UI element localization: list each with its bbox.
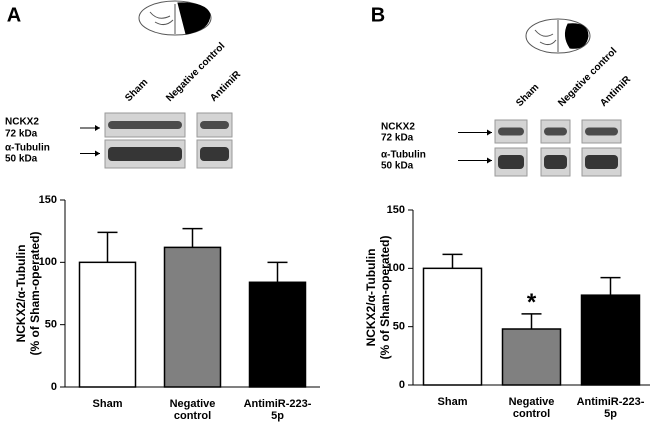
row-label: 72 kDa [5,129,38,140]
lane-label: Sham [123,77,150,104]
x-tick-label: Negative control [169,398,216,422]
y-tick-label: 100 [39,256,57,268]
blot-band [108,147,182,161]
x-tick-label: Sham [437,396,468,408]
row-label: α-Tubulin [381,150,426,161]
brain-icon [138,0,212,36]
bar [78,261,137,388]
y-tick-label: 50 [393,321,405,333]
blot-band [544,155,567,169]
x-tick-label: Sham [92,398,123,410]
y-axis-label: (% of Sham-operated) [28,231,42,355]
blot-band [585,155,618,169]
bar [580,294,641,386]
y-tick-label: 150 [39,194,57,206]
row-label: 50 kDa [5,154,38,165]
blot-band [200,147,229,161]
blot-band [498,127,524,136]
y-tick-label: 0 [51,381,57,393]
bar [422,267,483,386]
y-tick-label: 50 [45,319,57,331]
arrow-head [95,150,100,157]
y-axis-label: NCKX2/α-Tubulin [364,249,378,347]
blot-band [498,155,524,169]
arrow-head [487,157,492,164]
significance-marker: * [527,289,537,316]
blot-band [108,121,182,129]
panel-label: B [371,4,385,26]
row-label: NCKX2 [381,122,415,133]
blot-band [585,127,618,136]
x-tick-label: Negative control [508,396,555,420]
row-label: NCKX2 [5,117,39,128]
blot-band [200,121,229,129]
arrow-head [95,125,100,131]
row-label: 72 kDa [381,133,414,144]
y-axis-label: (% of Sham-operated) [378,235,392,359]
x-tick-label: AntimiR-223-5p [243,398,312,422]
brain-icon [525,18,591,54]
panel-label: A [7,4,21,26]
row-label: α-Tubulin [5,143,50,154]
arrow-head [487,129,492,136]
bar [248,281,307,388]
lane-label: Sham [514,82,541,109]
x-tick-label: AntimiR-223-5p [576,396,645,420]
bar [163,246,222,388]
y-axis-label: NCKX2/α-Tubulin [14,245,28,343]
lane-label: AntimiR [208,69,243,104]
y-tick-label: 0 [399,379,405,391]
row-label: 50 kDa [381,161,414,172]
y-tick-label: 150 [387,204,405,216]
bar [501,328,562,386]
blot-band [544,127,567,136]
lane-label: AntimiR [598,74,633,109]
y-tick-label: 100 [387,262,405,274]
